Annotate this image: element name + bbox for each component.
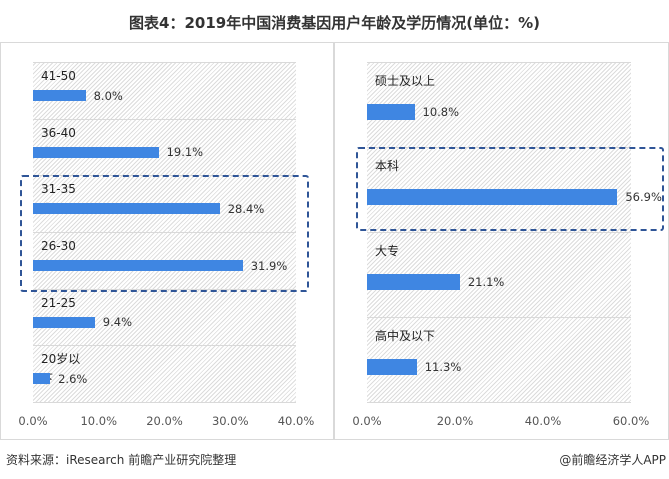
value-label: 10.8% xyxy=(422,105,460,119)
x-tick-label: 20.0% xyxy=(146,414,183,428)
gridline xyxy=(367,402,631,403)
x-tick-label: 0.0% xyxy=(18,414,48,428)
category-label: 硕士及以上 xyxy=(375,74,436,88)
value-label: 8.0% xyxy=(93,88,123,103)
bar xyxy=(367,189,618,205)
gridline xyxy=(33,118,296,120)
bar xyxy=(33,373,51,385)
highlight-box-education xyxy=(356,147,664,231)
highlight-box-age xyxy=(20,175,309,292)
value-label: 56.9% xyxy=(625,190,662,204)
value-label: 28.4% xyxy=(227,201,265,216)
x-tick-label: 40.0% xyxy=(524,414,562,428)
gridline xyxy=(367,317,631,318)
x-tick-label: 60.0% xyxy=(612,414,650,428)
value-label: 31.9% xyxy=(250,258,288,273)
bar xyxy=(33,203,220,215)
value-label: 21.1% xyxy=(467,275,505,289)
x-tick-label: 20.0% xyxy=(436,414,474,428)
bar xyxy=(33,260,243,271)
value-label: 11.3% xyxy=(424,360,462,374)
x-tick-label: 40.0% xyxy=(277,414,315,428)
gridline xyxy=(33,288,296,290)
value-label: 2.6% xyxy=(58,371,88,386)
gridline xyxy=(33,62,296,63)
bar xyxy=(33,316,95,328)
credit: @前瞻经济学人APP xyxy=(559,453,666,467)
gridline xyxy=(367,62,631,63)
gridline xyxy=(367,232,631,233)
gridline xyxy=(33,345,296,347)
bar xyxy=(367,359,417,375)
chart-title: 图表4：2019年中国消费基因用户年龄及学历情况(单位：%) xyxy=(129,14,540,32)
source-note: 资料来源：iResearch 前瞻产业研究院整理 xyxy=(6,453,237,467)
value-label: 9.4% xyxy=(102,315,133,330)
value-label: 19.1% xyxy=(166,145,204,160)
category-label: 大专 xyxy=(375,244,400,258)
x-tick-label: 30.0% xyxy=(211,414,249,428)
bar xyxy=(367,274,460,290)
gridline xyxy=(33,232,296,233)
age-panel xyxy=(0,42,334,440)
x-tick-label: 10.0% xyxy=(80,414,118,428)
gridline xyxy=(33,402,296,403)
x-tick-label: 0.0% xyxy=(352,414,382,428)
bar xyxy=(33,146,159,158)
bar xyxy=(33,90,86,101)
bar xyxy=(367,104,415,120)
category-label: 本科 xyxy=(375,159,400,173)
category-label: 高中及以下 xyxy=(375,329,436,343)
